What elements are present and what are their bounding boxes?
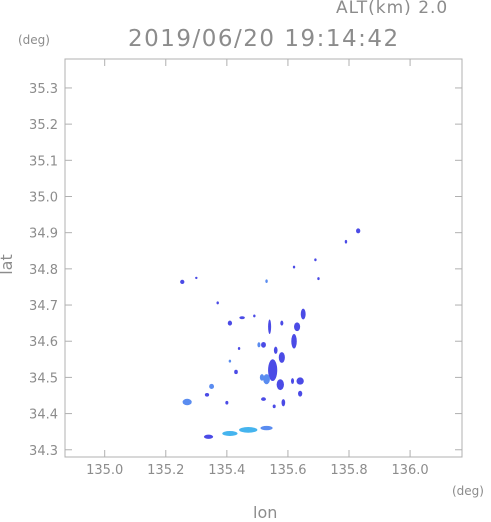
echo-cell <box>272 404 276 409</box>
x-axis-unit: (deg) <box>452 484 484 498</box>
y-tick-label: 34.5 <box>29 371 58 386</box>
x-tick-label: 135.0 <box>86 463 123 478</box>
altitude-label: ALT(km) 2.0 <box>336 0 449 18</box>
echo-cell <box>265 279 268 283</box>
echo-cell <box>195 276 198 280</box>
echo-cell <box>209 383 215 389</box>
echo-cell <box>273 346 278 354</box>
axis-ticks: 34.3 34.4 34.5 34.6 34.7 34.8 34.9 35.0 35.1 35.2… <box>29 59 462 478</box>
echo-cell <box>278 352 285 363</box>
echo-cell <box>261 341 266 348</box>
y-tick-label: 34.8 <box>29 263 58 278</box>
x-tick-label: 135.6 <box>269 463 306 478</box>
echo-cell <box>356 228 361 234</box>
y-tick-label: 35.2 <box>29 118 58 133</box>
echo-cell <box>281 399 286 407</box>
y-tick-label: 34.6 <box>29 335 58 350</box>
echo-cells <box>180 228 361 439</box>
echo-cell <box>234 369 238 375</box>
echo-cell <box>263 374 270 385</box>
echo-cell <box>314 258 317 262</box>
x-tick-label: 135.8 <box>330 463 367 478</box>
y-tick-label: 34.7 <box>29 299 58 314</box>
echo-cell <box>280 320 284 326</box>
echo-cell <box>253 314 256 318</box>
echo-cell <box>259 374 265 381</box>
x-axis-label: lon <box>253 503 278 522</box>
echo-cell <box>268 319 272 334</box>
x-tick-label: 135.4 <box>208 463 245 478</box>
echo-cell <box>180 279 185 285</box>
y-tick-label: 35.1 <box>29 154 58 169</box>
echo-cell <box>237 347 241 350</box>
y-tick-label: 35.3 <box>29 82 58 97</box>
x-tick-label: 135.2 <box>147 463 184 478</box>
y-tick-label: 35.0 <box>29 190 58 205</box>
echo-cell <box>290 378 295 384</box>
datetime-title: 2019/06/20 19:14:42 <box>128 26 400 52</box>
x-tick-label: 136.0 <box>391 463 428 478</box>
echo-cell <box>296 377 304 385</box>
echo-cell <box>260 425 273 431</box>
echo-cell <box>222 430 238 437</box>
echo-cell <box>268 359 278 382</box>
echo-cell <box>228 359 232 363</box>
y-tick-label: 34.9 <box>29 227 58 242</box>
y-axis-unit: (deg) <box>18 33 50 47</box>
echo-cell <box>216 301 219 305</box>
echo-cell <box>204 392 210 397</box>
echo-cell <box>239 426 258 433</box>
plot-frame <box>64 58 463 458</box>
echo-cell <box>257 342 261 348</box>
y-tick-label: 34.3 <box>29 444 58 459</box>
echo-cell <box>300 308 306 320</box>
echo-cell <box>276 379 284 391</box>
echo-cell <box>317 277 320 281</box>
echo-cell <box>261 397 266 401</box>
y-tick-label: 34.4 <box>29 408 58 423</box>
echo-cell <box>203 434 214 439</box>
echo-cell <box>344 239 348 244</box>
echo-cell <box>298 390 303 397</box>
echo-cell <box>239 316 245 320</box>
echo-cell <box>182 398 192 406</box>
echo-cell <box>292 265 296 269</box>
echo-cell <box>294 322 301 332</box>
echo-cell <box>225 400 229 405</box>
echo-cell <box>227 320 233 326</box>
echo-cell <box>291 333 297 349</box>
